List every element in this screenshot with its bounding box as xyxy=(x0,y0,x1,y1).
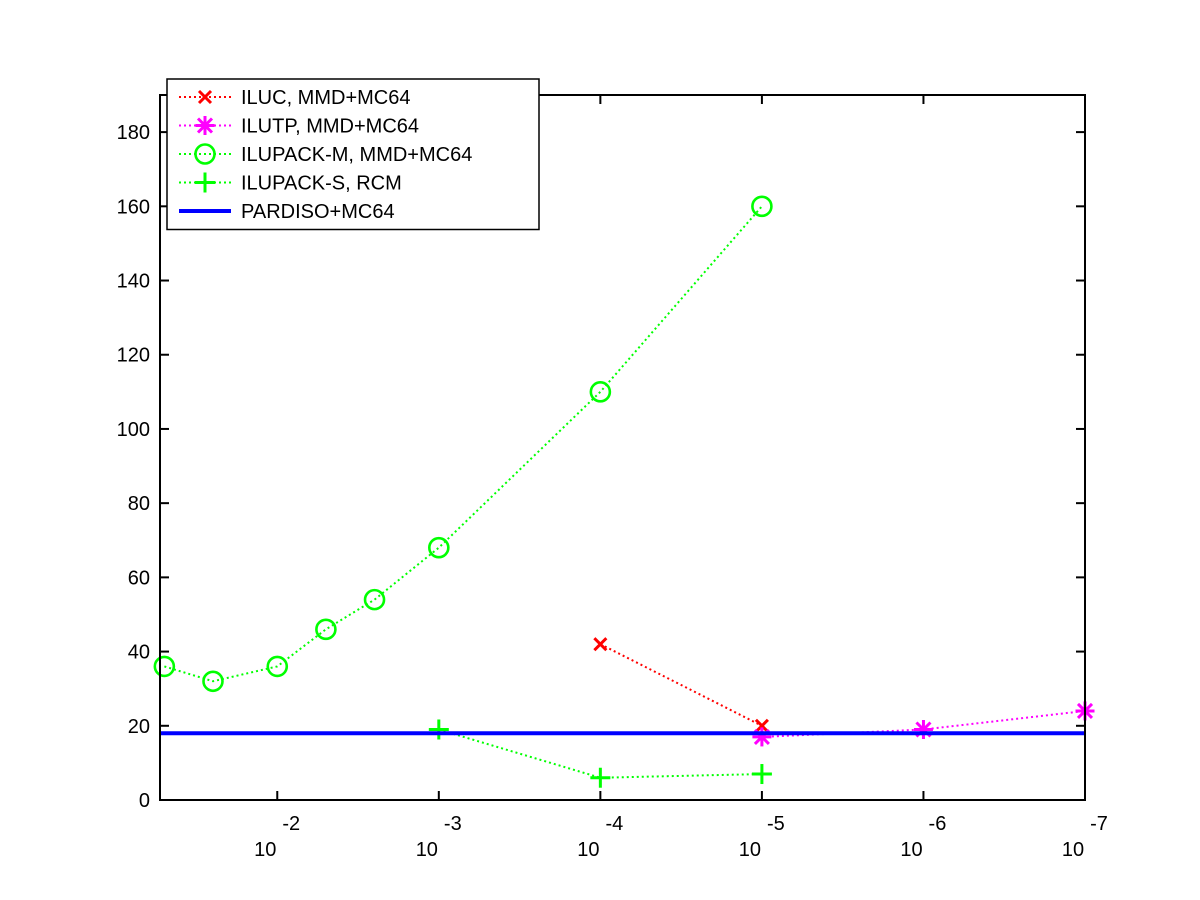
series-line xyxy=(164,205,763,683)
legend-marker xyxy=(195,116,215,135)
data-point-stroke xyxy=(593,637,608,652)
x-tick-label-base: 10 xyxy=(254,839,276,861)
series-line xyxy=(599,643,763,727)
data-point xyxy=(202,670,224,693)
y-tick-label: 60 xyxy=(128,567,150,589)
data-point xyxy=(589,381,612,403)
legend-label: ILUPACK-S, RCM xyxy=(241,173,402,195)
x-tick-label-base: 10 xyxy=(1062,839,1084,861)
x-tick-label-exponent: -3 xyxy=(444,813,462,835)
x-tick-label-base: 10 xyxy=(577,839,599,861)
data-point xyxy=(752,727,772,747)
data-point xyxy=(266,655,289,678)
x-tick-label-exponent: -4 xyxy=(605,813,623,835)
data-point xyxy=(428,536,450,559)
legend-label: ILUTP, MMD+MC64 xyxy=(241,116,419,138)
y-tick-label: 20 xyxy=(128,716,150,738)
series-0 xyxy=(593,637,769,733)
legend: ILUC, MMD+MC64 ILUTP, MMD+MC64 ILUPACK-M, … xyxy=(166,78,540,231)
data-point xyxy=(428,719,449,740)
y-tick-label: 40 xyxy=(128,642,150,664)
x-tick-label-base: 10 xyxy=(900,839,922,861)
series-2 xyxy=(153,195,773,693)
legend-label: PARDISO+MC64 xyxy=(241,201,395,223)
x-tick-label-exponent: -7 xyxy=(1090,813,1108,835)
y-tick-label: 160 xyxy=(117,196,150,218)
data-point xyxy=(153,655,176,678)
legend-marker xyxy=(197,89,213,105)
plot-area xyxy=(153,195,1095,788)
y-tick-label: 120 xyxy=(117,345,150,367)
data-point xyxy=(593,637,608,652)
x-tick-label-exponent: -6 xyxy=(929,813,947,835)
data-point xyxy=(315,618,337,641)
data-point xyxy=(913,720,933,739)
data-point xyxy=(751,764,772,785)
y-tick-label: 100 xyxy=(117,419,150,441)
legend-marker-stroke xyxy=(196,117,214,134)
x-tick-label-base: 10 xyxy=(739,839,761,861)
data-point xyxy=(754,718,769,733)
y-tick-label: 140 xyxy=(117,271,150,293)
legend-label: ILUPACK-M, MMD+MC64 xyxy=(241,144,472,166)
y-tick-label: 0 xyxy=(139,790,150,812)
x-tick-label-exponent: -2 xyxy=(282,813,300,835)
legend-marker xyxy=(194,143,216,165)
y-tick-label: 80 xyxy=(128,493,150,515)
series-line xyxy=(438,728,762,779)
axes-frame xyxy=(159,94,1086,801)
x-tick-label-exponent: -5 xyxy=(767,813,785,835)
series-1 xyxy=(752,701,1095,747)
data-point xyxy=(363,588,386,611)
x-tick-label-base: 10 xyxy=(416,839,438,861)
data-point-stroke xyxy=(754,718,769,733)
legend-marker-stroke xyxy=(197,89,213,105)
data-point xyxy=(751,195,773,218)
legend-label: ILUC, MMD+MC64 xyxy=(241,87,410,109)
data-point xyxy=(590,767,611,788)
series-3 xyxy=(428,719,772,788)
y-tick-label: 180 xyxy=(117,122,150,144)
legend-marker xyxy=(195,172,215,193)
axes: 0 20 40 60 80 100 120 140 160 180 10 -2 10 -3 10 -4 10 -5… xyxy=(117,94,1108,861)
